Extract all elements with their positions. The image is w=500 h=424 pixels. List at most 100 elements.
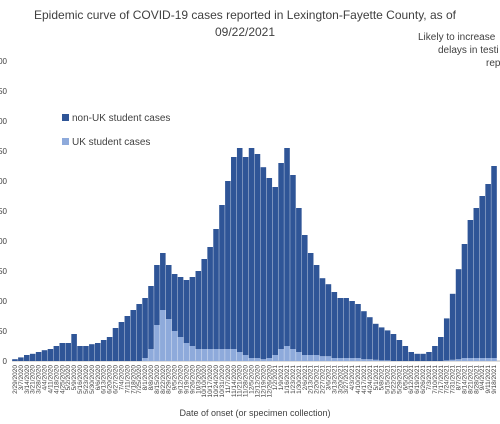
bar-segment [491, 166, 497, 358]
bar-segment [296, 208, 302, 352]
bar-segment [372, 323, 379, 360]
x-tick-label: 3/7/2020 [18, 365, 25, 391]
bar-segment [71, 334, 77, 361]
bar-segment [307, 355, 314, 361]
chart-title: 09/22/2021 [215, 25, 275, 39]
x-tick-label: 5/22/2021 [390, 365, 397, 394]
x-tick-label: 3/20/2021 [337, 365, 344, 394]
x-tick-label: 6/19/2021 [414, 365, 421, 394]
x-tick-label: 5/9/2020 [71, 365, 78, 391]
x-tick-label: 12/5/2020 [249, 365, 256, 394]
x-tick-label: 9/19/2020 [183, 365, 190, 394]
bar-segment [24, 355, 30, 361]
x-tick-label: 4/11/2020 [47, 365, 54, 394]
bar-segment [449, 359, 456, 361]
x-tick-label: 7/24/2021 [444, 365, 451, 394]
bar-segment [307, 253, 314, 355]
y-tick-label: 300 [0, 177, 8, 186]
bar-segment [355, 358, 361, 361]
bar-segment [266, 358, 273, 361]
x-tick-label: 7/25/2020 [136, 365, 143, 394]
x-tick-label: 10/31/2020 [219, 365, 226, 398]
x-tick-label: 2/27/2021 [320, 365, 327, 394]
bar-segment [473, 208, 480, 358]
bar-segment [343, 298, 349, 358]
x-tick-label: 1/9/2021 [278, 365, 285, 391]
x-tick-label: 9/12/2020 [178, 365, 185, 394]
bar-segment [461, 358, 468, 361]
legend-swatch [62, 114, 69, 121]
bar-segment [248, 148, 255, 358]
x-tick-label: 4/17/2021 [361, 365, 368, 394]
bar-segment [242, 157, 249, 355]
y-tick-label: 500 [0, 57, 8, 66]
x-tick-label: 5/1/2021 [373, 365, 380, 391]
bar-segment [59, 343, 66, 361]
bar-segment [325, 284, 332, 357]
x-tick-label: 4/10/2021 [355, 365, 362, 394]
bar-segment [29, 353, 36, 361]
bar-segment [160, 310, 166, 361]
bar-segment [248, 358, 255, 361]
x-tick-label: 4/18/2020 [53, 365, 60, 394]
x-tick-label: 3/14/2020 [24, 365, 31, 394]
bar-segment [254, 154, 261, 358]
x-tick-label: 6/26/2021 [420, 365, 427, 394]
bar-segment [272, 355, 278, 361]
bar-segment [201, 349, 208, 361]
bar-segment [313, 265, 320, 355]
x-tick-label: 3/6/2021 [325, 365, 332, 391]
x-tick-label: 9/5/2020 [172, 365, 179, 391]
x-tick-label: 12/19/2020 [260, 365, 267, 398]
bar-segment [100, 340, 107, 361]
bar-segment [94, 343, 101, 361]
bar-segment [130, 310, 137, 361]
bar-segment [154, 265, 160, 325]
y-tick-label: 0 [3, 357, 8, 366]
x-tick-label: 9/18/2021 [491, 365, 498, 394]
bar-segment [148, 349, 154, 361]
bar-segment [118, 322, 125, 361]
bar-segment [219, 205, 225, 349]
x-tick-label: 3/21/2020 [30, 365, 37, 394]
bar-segment [313, 355, 320, 361]
bar-segment [236, 352, 243, 361]
x-tick-label: 6/20/2020 [107, 365, 114, 394]
bar-segment [171, 274, 178, 331]
x-tick-label: 7/17/2021 [438, 365, 445, 394]
x-tick-label: 5/15/2021 [385, 365, 392, 394]
bar-segment [384, 360, 391, 361]
y-tick-label: 450 [0, 87, 8, 96]
bar-segment [361, 311, 367, 360]
x-tick-label: 5/29/2021 [396, 365, 403, 394]
bar-segment [77, 346, 83, 361]
bar-segment [301, 235, 308, 355]
x-tick-label: 5/2/2020 [65, 365, 72, 391]
x-tick-label: 10/10/2020 [201, 365, 208, 398]
bar-segment [378, 327, 385, 361]
bar-segment [455, 359, 462, 361]
bar-segment [461, 244, 468, 358]
bar-segment [160, 253, 166, 310]
x-tick-label: 4/25/2020 [59, 365, 66, 394]
bar-segment [467, 220, 474, 358]
bar-segment [124, 316, 131, 361]
bar-segment [231, 157, 237, 349]
x-tick-label: 9/26/2020 [189, 365, 196, 394]
bar-segment [89, 344, 95, 361]
bar-segment [455, 269, 462, 360]
x-tick-label: 11/28/2020 [243, 365, 250, 397]
x-tick-label: 8/7/2021 [456, 365, 463, 391]
bar-segment [278, 349, 284, 361]
annotation: Likely to increase [418, 32, 496, 43]
bar-segment [47, 349, 54, 361]
bar-segment [65, 343, 71, 361]
bar-segment [479, 358, 485, 361]
bar-segment [106, 337, 113, 361]
bar-segment [443, 318, 450, 361]
bar-segment [402, 346, 409, 361]
x-tick-label: 10/17/2020 [207, 365, 214, 398]
x-tick-label: 2/6/2021 [302, 365, 309, 391]
x-tick-label: 5/30/2020 [89, 365, 96, 394]
